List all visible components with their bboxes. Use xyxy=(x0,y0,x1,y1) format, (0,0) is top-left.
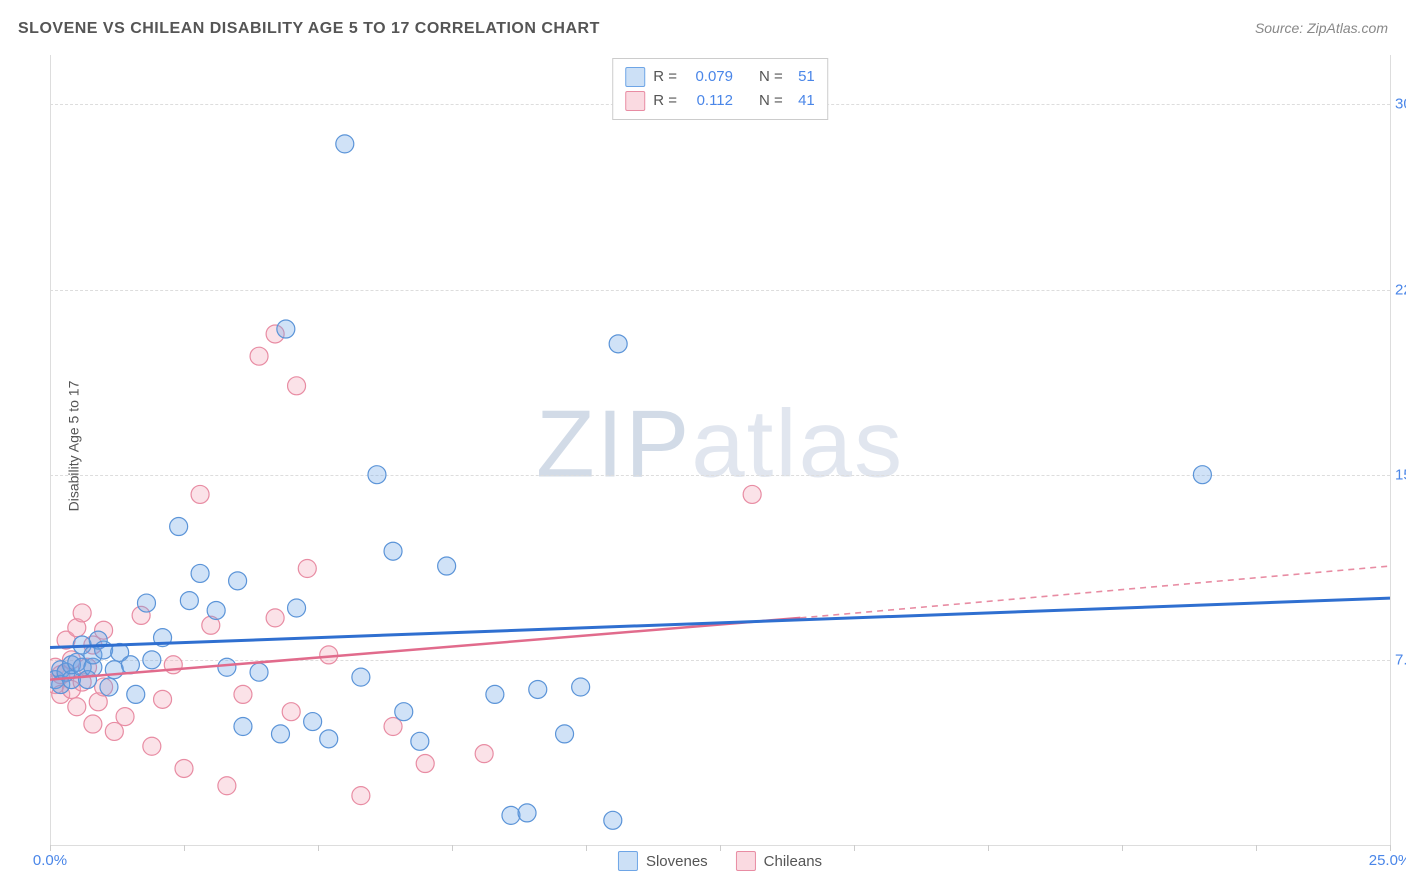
scatter-point-slovenes xyxy=(1193,466,1211,484)
x-tick-mark xyxy=(1390,845,1391,851)
x-tick-mark xyxy=(318,845,319,851)
stat-n-label: N = xyxy=(759,89,783,113)
x-tick-mark xyxy=(452,845,453,851)
scatter-point-slovenes xyxy=(170,518,188,536)
legend-label-slovenes: Slovenes xyxy=(646,853,708,870)
chart-source: Source: ZipAtlas.com xyxy=(1255,20,1388,36)
y-tick-label: 30.0% xyxy=(1395,96,1406,113)
stats-row-pink: R = 0.112 N = 41 xyxy=(625,89,815,113)
trend-line-slovenes xyxy=(50,598,1390,647)
scatter-point-chileans xyxy=(191,485,209,503)
scatter-point-slovenes xyxy=(368,466,386,484)
scatter-point-slovenes xyxy=(191,564,209,582)
stat-r-blue: 0.079 xyxy=(685,65,733,89)
scatter-point-chileans xyxy=(352,787,370,805)
y-tick-label: 22.5% xyxy=(1395,281,1406,298)
scatter-point-slovenes xyxy=(529,680,547,698)
scatter-point-chileans xyxy=(282,703,300,721)
scatter-point-slovenes xyxy=(234,718,252,736)
scatter-point-slovenes xyxy=(277,320,295,338)
bottom-legend: Slovenes Chileans xyxy=(618,851,822,871)
stat-r-label: R = xyxy=(653,89,677,113)
x-tick-mark xyxy=(854,845,855,851)
scatter-point-chileans xyxy=(288,377,306,395)
scatter-point-chileans xyxy=(73,604,91,622)
legend-item-chileans: Chileans xyxy=(736,851,822,871)
scatter-point-slovenes xyxy=(100,678,118,696)
scatter-point-slovenes xyxy=(250,663,268,681)
scatter-point-slovenes xyxy=(320,730,338,748)
scatter-point-chileans xyxy=(175,759,193,777)
scatter-point-slovenes xyxy=(95,641,113,659)
trend-line-chileans-solid xyxy=(50,618,800,680)
scatter-point-slovenes xyxy=(207,601,225,619)
scatter-point-slovenes xyxy=(411,732,429,750)
x-tick-mark xyxy=(1256,845,1257,851)
scatter-point-slovenes xyxy=(218,658,236,676)
scatter-point-slovenes xyxy=(609,335,627,353)
scatter-point-slovenes xyxy=(288,599,306,617)
chart-title: SLOVENE VS CHILEAN DISABILITY AGE 5 TO 1… xyxy=(18,20,600,38)
legend-label-chileans: Chileans xyxy=(764,853,822,870)
swatch-pink-icon xyxy=(625,91,645,111)
legend-item-slovenes: Slovenes xyxy=(618,851,708,871)
scatter-point-chileans xyxy=(234,685,252,703)
stats-box: R = 0.079 N = 51 R = 0.112 N = 41 xyxy=(612,58,828,120)
scatter-point-chileans xyxy=(143,737,161,755)
x-tick-mark xyxy=(988,845,989,851)
scatter-plot-svg xyxy=(50,55,1390,845)
scatter-point-slovenes xyxy=(395,703,413,721)
scatter-point-slovenes xyxy=(556,725,574,743)
scatter-point-slovenes xyxy=(229,572,247,590)
x-tick-label: 25.0% xyxy=(1369,852,1406,869)
scatter-point-slovenes xyxy=(121,656,139,674)
x-tick-label: 0.0% xyxy=(33,852,67,869)
scatter-point-chileans xyxy=(416,755,434,773)
x-tick-mark xyxy=(586,845,587,851)
scatter-point-slovenes xyxy=(572,678,590,696)
chart-frame: ZIPatlas 7.5%15.0%22.5%30.0% 0.0%25.0% R… xyxy=(50,55,1391,846)
scatter-point-slovenes xyxy=(384,542,402,560)
scatter-point-chileans xyxy=(250,347,268,365)
swatch-blue-icon xyxy=(625,67,645,87)
y-tick-label: 15.0% xyxy=(1395,466,1406,483)
scatter-point-slovenes xyxy=(143,651,161,669)
scatter-point-slovenes xyxy=(137,594,155,612)
stat-n-label: N = xyxy=(759,65,783,89)
stat-n-blue: 51 xyxy=(791,65,815,89)
swatch-blue-icon xyxy=(618,851,638,871)
chart-header: SLOVENE VS CHILEAN DISABILITY AGE 5 TO 1… xyxy=(18,20,1388,38)
scatter-point-chileans xyxy=(298,560,316,578)
scatter-point-chileans xyxy=(743,485,761,503)
scatter-point-slovenes xyxy=(336,135,354,153)
scatter-point-slovenes xyxy=(127,685,145,703)
scatter-point-slovenes xyxy=(486,685,504,703)
scatter-point-slovenes xyxy=(271,725,289,743)
scatter-point-chileans xyxy=(116,708,134,726)
scatter-point-chileans xyxy=(154,690,172,708)
scatter-point-slovenes xyxy=(180,592,198,610)
scatter-point-chileans xyxy=(475,745,493,763)
scatter-point-chileans xyxy=(68,698,86,716)
swatch-pink-icon xyxy=(736,851,756,871)
x-tick-mark xyxy=(50,845,51,851)
x-tick-mark xyxy=(1122,845,1123,851)
scatter-point-slovenes xyxy=(304,713,322,731)
stat-r-label: R = xyxy=(653,65,677,89)
scatter-point-slovenes xyxy=(352,668,370,686)
scatter-point-slovenes xyxy=(438,557,456,575)
y-tick-label: 7.5% xyxy=(1395,651,1406,668)
stats-row-blue: R = 0.079 N = 51 xyxy=(625,65,815,89)
stat-n-pink: 41 xyxy=(791,89,815,113)
scatter-point-slovenes xyxy=(502,806,520,824)
scatter-point-chileans xyxy=(84,715,102,733)
scatter-point-slovenes xyxy=(518,804,536,822)
scatter-point-chileans xyxy=(218,777,236,795)
stat-r-pink: 0.112 xyxy=(685,89,733,113)
scatter-point-chileans xyxy=(266,609,284,627)
x-tick-mark xyxy=(184,845,185,851)
scatter-point-slovenes xyxy=(604,811,622,829)
